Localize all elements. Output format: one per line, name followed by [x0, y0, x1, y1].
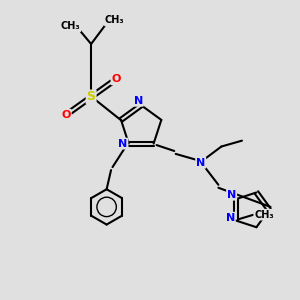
Text: O: O [61, 110, 71, 120]
Text: N: N [118, 139, 128, 148]
Text: CH₃: CH₃ [254, 210, 274, 220]
Text: N: N [227, 190, 236, 200]
Text: CH₃: CH₃ [61, 21, 80, 31]
Text: O: O [112, 74, 121, 84]
Text: N: N [196, 158, 206, 168]
Text: N: N [226, 213, 235, 223]
Text: N: N [134, 96, 143, 106]
Text: S: S [87, 91, 96, 103]
Text: CH₃: CH₃ [105, 15, 124, 26]
